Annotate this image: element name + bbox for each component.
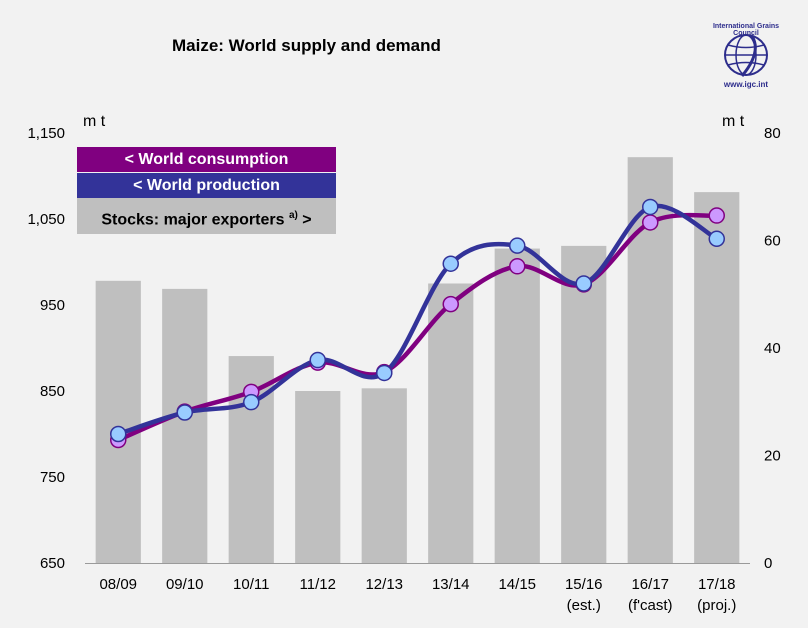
left-axis-tick-label: 1,150 xyxy=(27,125,65,142)
consumption-line xyxy=(117,212,717,443)
stocks-bar xyxy=(494,248,540,563)
legend-production: < World production xyxy=(77,173,336,198)
right-axis-unit: m t xyxy=(722,113,745,130)
legend-stocks-tail: > xyxy=(297,211,312,229)
production-point xyxy=(708,230,725,248)
x-axis-tick-label: 13/14 xyxy=(432,576,470,593)
production-point xyxy=(642,198,659,216)
stocks-bar xyxy=(361,388,407,563)
x-axis-tick-label: 15/16 xyxy=(565,576,603,593)
left-axis-tick-label: 950 xyxy=(40,297,65,314)
left-axis-tick-label: 1,050 xyxy=(27,211,65,228)
igc-logo: International Grains Council www.igc.int xyxy=(700,18,792,98)
left-axis-unit: m t xyxy=(83,113,106,130)
production-point xyxy=(243,393,260,411)
x-axis-tick-label: (est.) xyxy=(567,597,601,614)
logo-name: International Grains Council xyxy=(712,23,780,37)
right-axis-tick-label: 40 xyxy=(764,340,781,357)
x-axis-tick-label: 16/17 xyxy=(631,576,669,593)
x-axis-tick-label: 14/15 xyxy=(498,576,536,593)
x-axis-tick-label: 12/13 xyxy=(365,576,403,593)
production-line xyxy=(117,203,718,437)
stocks-bar xyxy=(162,288,208,563)
x-axis-tick-label: 09/10 xyxy=(166,576,204,593)
right-axis-tick-label: 20 xyxy=(764,448,781,465)
stocks-bar xyxy=(694,192,740,563)
x-axis-tick-label: 17/18 xyxy=(698,576,736,593)
right-axis-tick-label: 80 xyxy=(764,125,781,142)
production-point xyxy=(442,255,459,272)
left-axis-tick-label: 750 xyxy=(40,469,65,486)
chart-title: Maize: World supply and demand xyxy=(172,36,441,55)
x-axis-tick-label: 10/11 xyxy=(233,576,269,593)
x-axis-tick-label: (proj.) xyxy=(697,597,736,614)
consumption-point xyxy=(509,258,526,275)
production-point xyxy=(309,351,326,369)
consumption-point xyxy=(442,295,459,313)
production-point xyxy=(509,237,526,254)
production-point xyxy=(110,425,127,443)
x-axis-tick-label: 11/12 xyxy=(300,576,336,593)
consumption-point xyxy=(642,214,659,231)
stocks-bar xyxy=(295,391,341,563)
production-point xyxy=(575,275,592,292)
stocks-bar xyxy=(428,283,474,563)
left-axis-tick-label: 850 xyxy=(40,383,65,400)
consumption-point xyxy=(708,207,725,224)
right-axis-tick-label: 0 xyxy=(764,555,772,572)
production-point xyxy=(176,404,193,421)
right-axis-tick-label: 60 xyxy=(764,233,781,250)
legend-stocks: Stocks: major exporters a) > xyxy=(77,198,336,234)
production-point xyxy=(376,364,393,382)
legend-stocks-footnote: a) xyxy=(288,210,298,221)
left-axis-tick-label: 650 xyxy=(40,555,65,572)
legend-stocks-text: Stocks: major exporters xyxy=(101,211,289,229)
logo-url: www.igc.int xyxy=(723,80,769,89)
stocks-bar xyxy=(95,280,141,563)
legend-consumption: < World consumption xyxy=(77,147,336,172)
x-axis-tick-label: (f'cast) xyxy=(628,597,673,614)
stocks-bar xyxy=(561,245,607,563)
x-axis-tick-label: 08/09 xyxy=(99,576,137,593)
globe-icon xyxy=(724,34,768,77)
